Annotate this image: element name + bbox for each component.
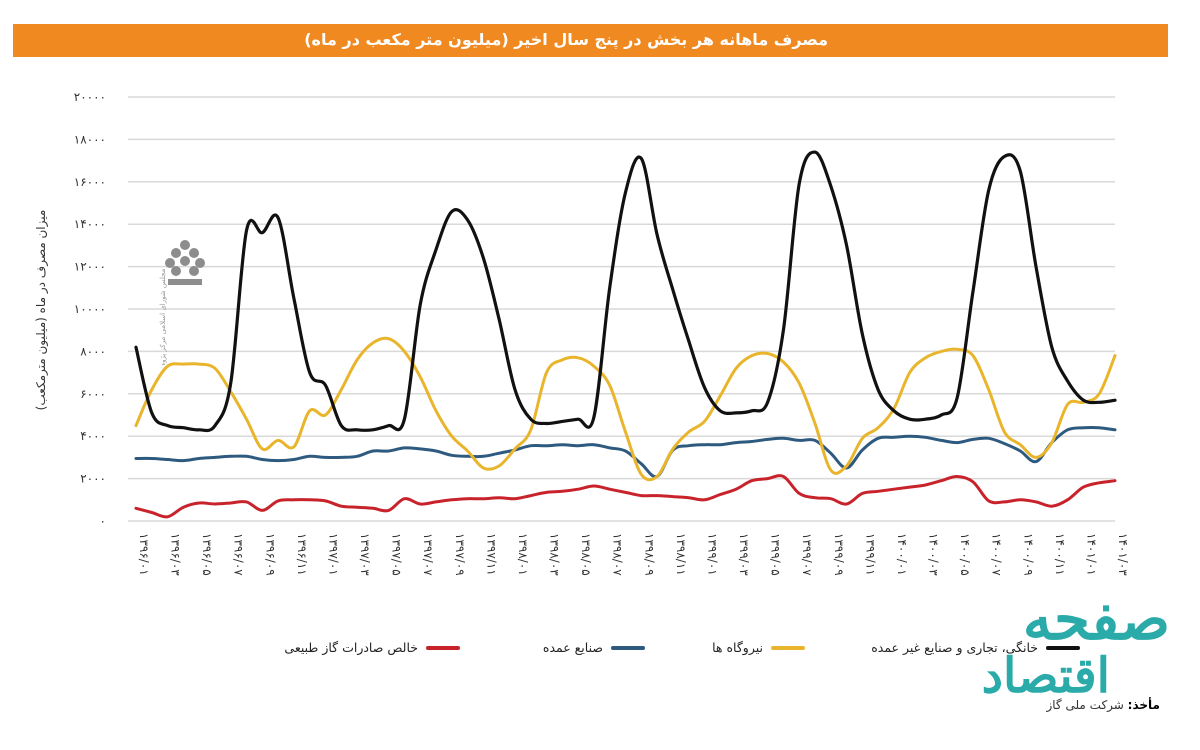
- x-tick-label: ۱۳۹۹/۰۷: [800, 533, 814, 576]
- x-tick-label: ۱۳۹۶/۰۵: [200, 533, 214, 576]
- y-tick-label: ۱۰۰۰۰: [74, 302, 106, 316]
- source-text: شرکت ملی گاز: [1046, 698, 1124, 712]
- x-tick-label: ۱۴۰۱/۰۱: [1084, 533, 1098, 576]
- x-tick-label: ۱۳۹۸/۰۹: [642, 533, 656, 576]
- legend-label-residential: خانگی، تجاری و صنایع غیر عمده: [871, 640, 1038, 655]
- series-line-major-industries: [134, 425, 1117, 479]
- y-tick-label: ۱۲۰۰۰: [74, 260, 106, 274]
- series-line-net-exports: [134, 474, 1117, 519]
- gridlines: [128, 96, 1115, 522]
- legend-item-net-exports: خالص صادرات گاز طبیعی: [284, 640, 460, 655]
- x-tick-label: ۱۳۹۶/۰۷: [232, 533, 246, 576]
- legend-label-major-industries: صنایع عمده: [542, 640, 603, 655]
- x-axis-ticks: ۱۳۹۶/۰۱ ۱۳۹۶/۰۳ ۱۳۹۶/۰۵ ۱۳۹۶/۰۷ ۱۳۹۶/۰۹ ۱۳۹۶/…: [137, 533, 1130, 576]
- x-tick-label: ۱۳۹۹/۰۱: [705, 533, 719, 576]
- chart-title: مصرف ماهانه هر بخش در پنج سال اخیر (میلی…: [304, 30, 828, 49]
- x-tick-label: ۱۳۹۹/۰۳: [737, 533, 751, 576]
- legend-swatch-red: [426, 645, 460, 650]
- legend-swatch-blue: [611, 645, 645, 650]
- x-tick-label: ۱۳۹۶/۰۹: [263, 533, 277, 576]
- x-tick-label: ۱۳۹۷/۰۷: [421, 533, 435, 576]
- source-note: مأخذ: شرکت ملی گاز: [1046, 698, 1160, 712]
- y-tick-label: ۲۰۰۰۰: [74, 90, 106, 104]
- chart-title-bar: مصرف ماهانه هر بخش در پنج سال اخیر (میلی…: [13, 24, 1168, 57]
- x-tick-label: ۱۳۹۷/۰۵: [390, 533, 404, 576]
- legend-item-major-industries: صنایع عمده: [543, 640, 645, 655]
- y-tick-label: ۱۶۰۰۰: [74, 175, 106, 189]
- y-tick-label: ۰: [100, 514, 106, 528]
- legend-item-residential: خانگی، تجاری و صنایع غیر عمده: [871, 640, 1080, 655]
- series-line-residential: [134, 150, 1117, 433]
- watermark-line2: اقتصاد: [981, 648, 1110, 704]
- legend-swatch-black: [1046, 645, 1080, 650]
- x-tick-label: ۱۴۰۰/۰۱: [895, 533, 909, 576]
- legend-item-power-plants: نیروگاه ها: [712, 640, 805, 655]
- series-lines: [134, 150, 1117, 519]
- legend: خانگی، تجاری و صنایع غیر عمده نیروگاه ها…: [200, 640, 1080, 662]
- x-tick-label: ۱۳۹۹/۱۱: [863, 533, 877, 576]
- source-label: مأخذ:: [1127, 698, 1160, 712]
- x-tick-label: ۱۳۹۷/۰۱: [326, 533, 340, 576]
- logo-text: مجلس شورای اسلامی مرکز پژوهش‌ها: [159, 268, 167, 365]
- x-tick-label: ۱۳۹۸/۰۷: [611, 533, 625, 576]
- x-tick-label: ۱۳۹۸/۰۱: [516, 533, 530, 576]
- y-tick-label: ۱۴۰۰۰: [74, 217, 106, 231]
- series-line-power-plants: [134, 336, 1117, 482]
- y-tick-label: ۴۰۰۰: [80, 429, 106, 443]
- x-tick-label: ۱۴۰۱/۰۳: [1116, 533, 1130, 576]
- y-tick-label: ۲۰۰۰: [80, 472, 106, 486]
- y-axis-ticks: ۰ ۲۰۰۰ ۴۰۰۰ ۶۰۰۰ ۸۰۰۰ ۱۰۰۰۰ ۱۲۰۰۰ ۱۴۰۰۰ ۱۶۰۰۰ ۱۸۰…: [74, 90, 106, 528]
- y-axis-title: میزان مصرف در ماه (میلیون مترمکعب): [34, 209, 48, 411]
- parliament-logo: مجلس شورای اسلامی مرکز پژوهش‌ها: [159, 240, 205, 365]
- x-tick-label: ۱۳۹۹/۰۹: [832, 533, 846, 576]
- y-tick-label: ۶۰۰۰: [80, 387, 106, 401]
- x-tick-label: ۱۳۹۹/۰۵: [769, 533, 783, 576]
- x-tick-label: ۱۳۹۷/۰۳: [358, 533, 372, 576]
- y-tick-label: ۸۰۰۰: [80, 344, 106, 358]
- x-tick-label: ۱۳۹۸/۱۱: [674, 533, 688, 576]
- legend-swatch-yellow: [771, 645, 805, 650]
- watermark-logo: صفحه اقتصاد: [930, 590, 1170, 740]
- x-tick-label: ۱۳۹۸/۰۳: [548, 533, 562, 576]
- x-tick-label: ۱۳۹۶/۰۱: [137, 533, 151, 576]
- x-tick-label: ۱۳۹۷/۱۱: [484, 533, 498, 576]
- x-tick-label: ۱۴۰۰/۰۹: [1021, 533, 1035, 576]
- legend-label-power-plants: نیروگاه ها: [712, 640, 763, 655]
- watermark-line1: صفحه: [1022, 585, 1170, 653]
- legend-label-net-exports: خالص صادرات گاز طبیعی: [284, 640, 418, 655]
- x-tick-label: ۱۴۰۰/۱۱: [1053, 533, 1067, 576]
- y-tick-label: ۱۸۰۰۰: [74, 132, 106, 146]
- x-tick-label: ۱۴۰۰/۰۷: [990, 533, 1004, 576]
- x-tick-label: ۱۳۹۸/۰۵: [579, 533, 593, 576]
- x-tick-label: ۱۴۰۰/۰۵: [958, 533, 972, 576]
- x-tick-label: ۱۳۹۶/۰۳: [169, 533, 183, 576]
- x-tick-label: ۱۳۹۶/۱۱: [295, 533, 309, 576]
- x-tick-label: ۱۳۹۷/۰۹: [453, 533, 467, 576]
- x-tick-label: ۱۴۰۰/۰۳: [927, 533, 941, 576]
